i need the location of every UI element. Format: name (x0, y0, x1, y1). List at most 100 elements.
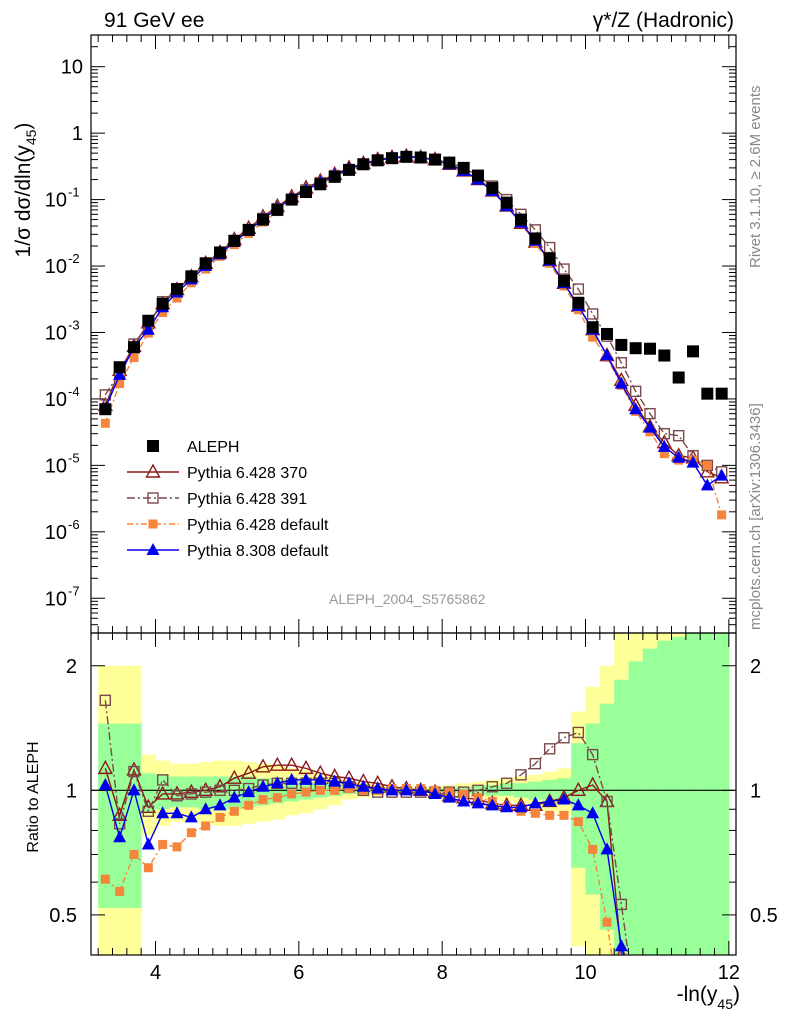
data-point (572, 283, 585, 295)
data-point (156, 297, 169, 310)
data-point (601, 327, 613, 340)
y-tick-label-exponent: -2 (68, 251, 80, 266)
ratio-point (457, 794, 471, 807)
ratio-point (543, 794, 557, 807)
data-point (171, 283, 183, 296)
ratio-point (543, 743, 556, 755)
ratio-point (545, 810, 555, 820)
y-tick-label-exponent: -4 (68, 384, 80, 399)
ratio-point (97, 759, 114, 775)
ratio-point (399, 783, 413, 796)
ratio-point (285, 772, 299, 785)
data-point (543, 241, 556, 254)
y-tick-label: 10 (45, 588, 67, 610)
y-tick-label: 10 (61, 57, 83, 79)
ratio-point (227, 790, 241, 803)
ratio-point (156, 806, 170, 819)
data-point (644, 407, 656, 420)
ratio-point (601, 795, 613, 808)
data-point (701, 387, 714, 400)
ratio-point (414, 783, 428, 796)
uncertainty-band-inner (499, 783, 515, 796)
data-point (486, 181, 499, 194)
x-tick-label: 8 (437, 962, 448, 984)
legend-marker (148, 519, 158, 529)
ratio-y-tick-label-right: 1 (750, 780, 761, 802)
data-point (615, 357, 628, 369)
y-tick-label: 1 (72, 123, 83, 145)
data-point (659, 449, 669, 459)
data-point (158, 307, 168, 317)
ratio-point (615, 898, 628, 911)
legend-marker (147, 492, 159, 504)
ratio-point (629, 1000, 642, 1012)
ratio-point (486, 781, 499, 793)
ratio-point (571, 798, 585, 811)
ratio-point (485, 798, 499, 811)
ratio-point (186, 828, 196, 838)
data-point (644, 342, 656, 355)
y-tick-label-exponent: -3 (68, 317, 80, 332)
ratio-point (428, 786, 442, 799)
data-point (515, 213, 527, 226)
data-point (600, 348, 614, 361)
uncertainty-band-inner (126, 723, 142, 908)
data-point (113, 367, 127, 380)
ratio-point (356, 779, 370, 792)
ratio-point (226, 769, 243, 784)
ratio-point (126, 761, 142, 776)
ratio-point (128, 765, 140, 778)
legend-label: Pythia 6.428 391 (187, 491, 307, 508)
data-point (686, 455, 700, 468)
data-point (586, 321, 599, 334)
data-point (702, 460, 712, 470)
x-axis-title: -ln(y45) (677, 983, 740, 1012)
data-point (99, 403, 112, 416)
legend-marker (146, 543, 160, 555)
data-point (271, 203, 284, 216)
data-point (328, 170, 341, 183)
series-pythia-6-428-391 (99, 151, 728, 478)
series-aleph (99, 150, 728, 416)
ratio-point (113, 818, 126, 830)
ratio-point (185, 788, 198, 800)
data-point (115, 379, 125, 389)
ratio-point (530, 808, 540, 818)
ratio-point (558, 732, 570, 744)
ratio-point (258, 795, 268, 805)
mcplots-label: mcplots.cern.ch [arXiv:1306.3436] (747, 403, 764, 630)
legend: ALEPH Pythia 6.428 370 Pythia 6.428 391 Pyt… (127, 439, 329, 560)
data-point (172, 293, 182, 303)
ratio-point (269, 756, 286, 771)
ratio-point (143, 863, 153, 873)
y-tick-label: 10 (45, 322, 67, 344)
ratio-point (602, 917, 612, 927)
ratio-point (313, 772, 327, 785)
data-point (614, 376, 628, 389)
ratio-y-axis-title: Ratio to ALEPH (25, 741, 42, 852)
data-point (443, 156, 456, 169)
ratio-point (129, 849, 139, 859)
header-right: γ*/Z (Hadronic) (592, 9, 734, 32)
data-point (586, 308, 599, 320)
ratio-point (127, 783, 141, 796)
ratio-point (616, 946, 626, 955)
data-point (657, 439, 671, 452)
ratio-point (283, 756, 300, 771)
data-point (129, 353, 139, 363)
ratio-point (115, 886, 125, 896)
data-point (643, 420, 657, 433)
y-tick-label-exponent: -7 (68, 583, 80, 598)
ratio-point (385, 783, 399, 796)
ratio-point (588, 844, 598, 854)
ratio-point (244, 800, 254, 810)
ratio-point (342, 776, 356, 789)
y-tick-label-exponent: -5 (68, 450, 80, 465)
ratio-point (229, 806, 239, 816)
ratio-point (199, 786, 212, 798)
ratio-point (617, 1015, 626, 1024)
data-point (314, 178, 327, 191)
legend-marker (145, 463, 161, 478)
y-tick-label: 10 (45, 256, 67, 278)
ratio-series-pythia-8-308-default (98, 772, 642, 1012)
